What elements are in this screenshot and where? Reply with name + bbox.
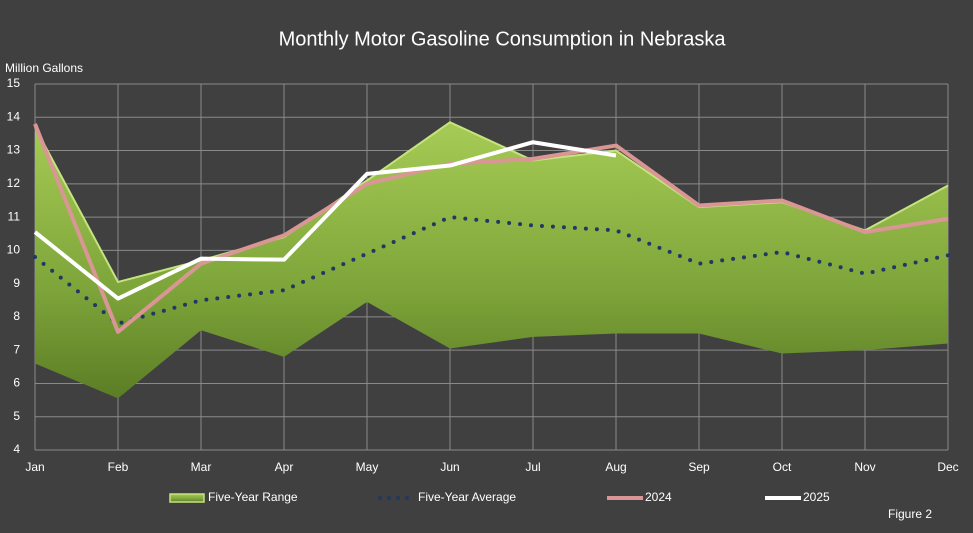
legend-label: Five-Year Average xyxy=(418,490,516,504)
x-tick-label: Oct xyxy=(773,460,792,474)
x-tick-label: Jul xyxy=(525,460,540,474)
legend-label: Five-Year Range xyxy=(208,490,298,504)
x-tick-label: Feb xyxy=(108,460,129,474)
legend: Five-Year Range Five-Year Average 2024 2025 xyxy=(169,490,830,504)
y-tick-label: 15 xyxy=(7,76,21,90)
y-tick-label: 13 xyxy=(7,143,21,157)
legend-label: 2024 xyxy=(645,490,672,504)
y-tick-label: 4 xyxy=(13,442,20,456)
x-tick-label: Dec xyxy=(937,460,958,474)
y-tick-label: 5 xyxy=(13,409,20,423)
y-tick-label: 8 xyxy=(13,309,20,323)
x-tick-label: Jun xyxy=(440,460,459,474)
x-tick-label: Mar xyxy=(191,460,212,474)
x-tick-label: Apr xyxy=(275,460,294,474)
series-line xyxy=(33,140,617,301)
x-tick-label: Jan xyxy=(25,460,44,474)
series-line xyxy=(33,123,949,334)
range-area xyxy=(35,122,948,399)
x-tick-label: Aug xyxy=(605,460,626,474)
legend-label: 2025 xyxy=(803,490,830,504)
y-tick-label: 14 xyxy=(7,109,21,123)
x-tick-label: Nov xyxy=(854,460,875,474)
legend-swatch xyxy=(169,493,205,503)
y-tick-label: 11 xyxy=(8,209,21,223)
y-axis-label: Million Gallons xyxy=(5,61,83,75)
y-tick-label: 9 xyxy=(13,276,20,290)
chart-title: Monthly Motor Gasoline Consumption in Ne… xyxy=(279,28,727,50)
grid: 4 5 6 7 8 9 10 11 12 13 14 15 Jan Feb Mar Apr May Jun Jul A… xyxy=(7,76,959,474)
y-tick-label: 6 xyxy=(13,376,20,390)
x-tick-label: Sep xyxy=(688,460,710,474)
figure-note: Figure 2 xyxy=(888,507,932,521)
y-tick-label: 10 xyxy=(7,243,21,257)
x-tick-label: May xyxy=(356,460,379,474)
marks xyxy=(33,121,950,399)
y-tick-label: 12 xyxy=(7,176,21,190)
y-tick-label: 7 xyxy=(13,342,20,356)
